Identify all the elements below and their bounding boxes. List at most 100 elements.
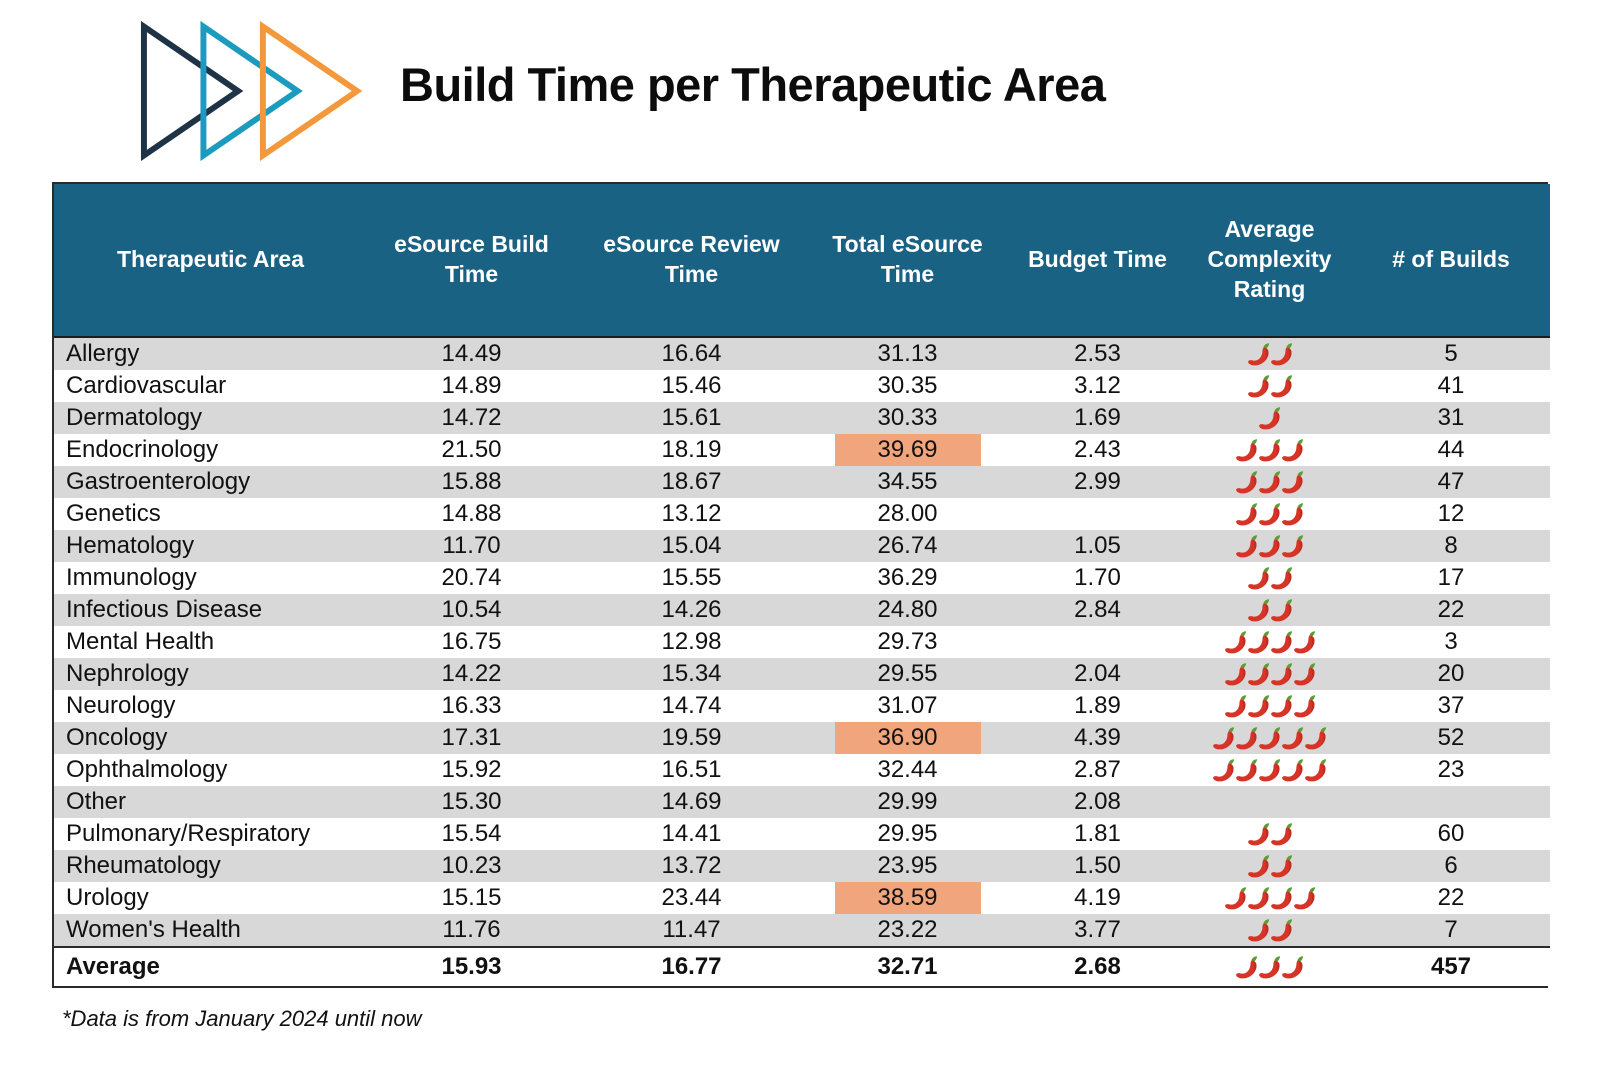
chili-pepper-icon: [1236, 727, 1258, 750]
cell-num-builds: 5: [1444, 340, 1458, 367]
page-header: Build Time per Therapeutic Area: [0, 0, 1600, 168]
cell-esource-build-time: 14.88: [441, 500, 502, 527]
cell-esource-build-time: 14.89: [441, 372, 502, 399]
cell-esource-review-time: 11.47: [662, 916, 721, 943]
cell-total-esource-time: 32.44: [877, 756, 938, 783]
cell-esource-review-time: 15.55: [661, 564, 722, 591]
cell-budget-time: [1008, 626, 1187, 658]
cell-esource-build-time: 14.72: [441, 404, 502, 431]
cell-num-builds: 44: [1437, 436, 1465, 463]
table-row: Gastroenterology 15.88 18.67 34.55 2.99 47: [54, 466, 1550, 498]
chili-pepper-icon: [1247, 663, 1269, 686]
cell-esource-review-time: 16.77: [661, 953, 722, 980]
chili-pepper-icon: [1259, 439, 1281, 462]
build-time-table-container: Therapeutic Area eSource Build Time eSou…: [52, 182, 1550, 988]
build-time-table: Therapeutic Area eSource Build Time eSou…: [54, 184, 1550, 986]
cell-esource-build-time: 16.33: [441, 692, 502, 719]
chili-pepper-icon: [1305, 759, 1327, 782]
cell-budget-time: 1.81: [1074, 820, 1121, 847]
column-header-therapeutic-area: Therapeutic Area: [54, 184, 367, 338]
cell-esource-build-time: 15.15: [441, 884, 502, 911]
highlighted-total-value: 38.59: [834, 882, 981, 914]
cell-total-esource-time: 29.55: [877, 660, 938, 687]
header-row: Therapeutic Area eSource Build Time eSou…: [54, 184, 1550, 338]
cell-total-esource-time: 34.55: [877, 468, 938, 495]
chili-pepper-icon: [1282, 471, 1304, 494]
chili-pepper-icon: [1247, 599, 1269, 622]
cell-complexity-rating: [1187, 947, 1352, 986]
cell-therapeutic-area: Ophthalmology: [66, 756, 228, 783]
cell-budget-time: 2.53: [1074, 340, 1121, 367]
cell-esource-build-time: 14.49: [441, 340, 502, 367]
cell-complexity-rating: [1187, 754, 1352, 786]
table-row: Genetics 14.88 13.12 28.00 12: [54, 498, 1550, 530]
cell-total-esource-time: 28.00: [877, 500, 938, 527]
cell-total-esource-time: 38.59: [807, 882, 1008, 914]
cell-budget-time: 2.87: [1074, 756, 1121, 783]
cell-esource-review-time: 14.41: [661, 820, 722, 847]
table-row: Infectious Disease 10.54 14.26 24.80 2.84 22: [54, 594, 1550, 626]
cell-esource-build-time: 15.54: [441, 820, 502, 847]
cell-therapeutic-area: Other: [66, 788, 127, 815]
chili-pepper-icon: [1236, 535, 1258, 558]
cell-therapeutic-area: Average: [66, 953, 160, 980]
cell-esource-build-time: 10.23: [441, 852, 502, 879]
chili-pepper-icon: [1247, 919, 1269, 942]
cell-esource-review-time: 14.69: [661, 788, 722, 815]
cell-therapeutic-area: Infectious Disease: [66, 596, 263, 623]
cell-complexity-rating: [1187, 658, 1352, 690]
table-row: Urology 15.15 23.44 38.59 4.19 22: [54, 882, 1550, 914]
table-body: Allergy 14.49 16.64 31.13 2.53 5 Cardiovascula…: [54, 337, 1550, 986]
cell-budget-time: 3.12: [1074, 372, 1121, 399]
chili-pepper-icon: [1282, 759, 1304, 782]
cell-total-esource-time: 23.95: [877, 852, 938, 879]
chili-pepper-icon: [1236, 503, 1258, 526]
cell-budget-time: [1008, 498, 1187, 530]
chili-pepper-icon: [1282, 535, 1304, 558]
column-header-esource-build-time: eSource Build Time: [367, 184, 576, 338]
cell-complexity-rating: [1187, 530, 1352, 562]
cell-complexity-rating: [1187, 466, 1352, 498]
table-row: Immunology 20.74 15.55 36.29 1.70 17: [54, 562, 1550, 594]
table-row: Women's Health 11.76 11.47 23.22 3.77 7: [54, 914, 1550, 947]
cell-num-builds: [1352, 786, 1550, 818]
cell-therapeutic-area: Neurology: [66, 692, 176, 719]
cell-complexity-rating: [1187, 402, 1352, 434]
cell-budget-time: 3.77: [1074, 916, 1121, 943]
chili-pepper-icon: [1247, 823, 1269, 846]
cell-budget-time: 1.50: [1074, 852, 1121, 879]
chili-pepper-icon: [1305, 727, 1327, 750]
table-row: Dermatology 14.72 15.61 30.33 1.69 31: [54, 402, 1550, 434]
cell-num-builds: 6: [1444, 852, 1458, 879]
chili-pepper-icon: [1247, 855, 1269, 878]
column-header-avg-complexity: Average Complexity Rating: [1187, 184, 1352, 338]
table-row: Mental Health 16.75 12.98 29.73 3: [54, 626, 1550, 658]
cell-therapeutic-area: Women's Health: [66, 916, 241, 943]
chili-pepper-icon: [1282, 439, 1304, 462]
chili-pepper-icon: [1236, 439, 1258, 462]
cell-num-builds: 22: [1437, 884, 1465, 911]
cell-complexity-rating: [1187, 370, 1352, 402]
chili-pepper-icon: [1270, 631, 1292, 654]
chili-pepper-icon: [1224, 887, 1246, 910]
table-row: Hematology 11.70 15.04 26.74 1.05 8: [54, 530, 1550, 562]
chili-pepper-icon: [1259, 759, 1281, 782]
cell-esource-review-time: 18.67: [661, 468, 722, 495]
cell-budget-time: 2.08: [1074, 788, 1121, 815]
chili-pepper-icon: [1259, 535, 1281, 558]
chili-pepper-icon: [1259, 407, 1281, 430]
cell-total-esource-time: 36.29: [877, 564, 938, 591]
cell-complexity-rating: [1187, 818, 1352, 850]
cell-budget-time: 4.39: [1074, 724, 1121, 751]
cell-therapeutic-area: Nephrology: [66, 660, 189, 687]
cell-complexity-rating: [1187, 337, 1352, 370]
cell-total-esource-time: 23.22: [877, 916, 938, 943]
cell-num-builds: 41: [1437, 372, 1465, 399]
highlighted-total-value: 39.69: [834, 434, 981, 466]
chili-pepper-icon: [1236, 956, 1258, 979]
cell-num-builds: 60: [1437, 820, 1465, 847]
footnote: *Data is from January 2024 until now: [62, 1006, 422, 1031]
cell-esource-review-time: 12.98: [661, 628, 722, 655]
cell-therapeutic-area: Pulmonary/Respiratory: [66, 820, 311, 847]
highlighted-total-value: 36.90: [834, 722, 981, 754]
